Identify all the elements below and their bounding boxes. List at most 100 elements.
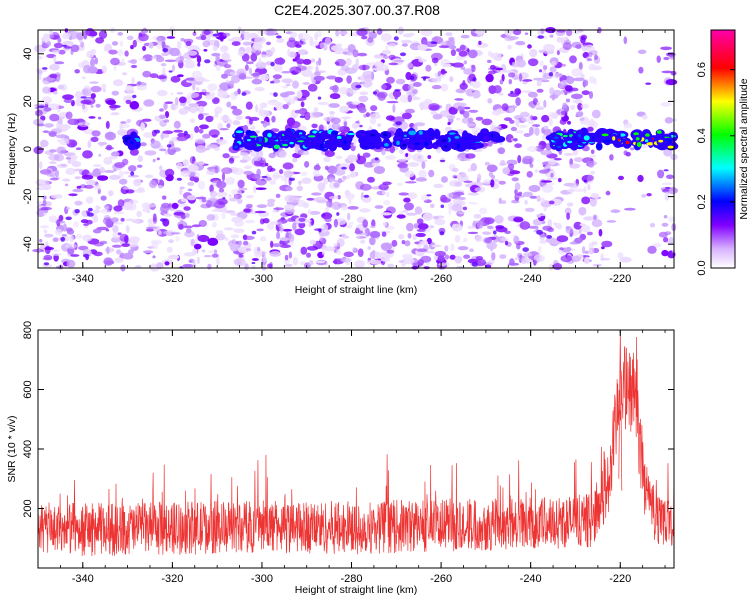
x-tick-label: -320 [161,573,183,585]
spectrogram-cell [135,265,142,269]
spectrogram-cell [398,192,409,196]
spectrogram-cell [661,222,669,227]
spectrogram-cell [163,102,168,110]
ridge-cell-core [612,136,616,141]
spectrogram-cell [440,194,448,203]
spectrogram-cell [184,62,196,69]
spectrogram-cell [159,165,163,171]
spectrogram-cell [244,219,256,224]
spectrogram-cell [92,168,102,178]
spectrogram-cell [359,208,371,213]
spectrogram-cell [186,195,197,201]
spectrogram-cell [280,244,291,248]
y-tick-label: 0 [22,146,34,152]
spectrogram-cell [152,225,161,232]
spectrogram-cell [468,109,479,113]
spectrogram-cell [187,188,193,192]
spectrogram-cell [210,168,216,172]
spectrogram-cell [50,253,62,256]
spectrogram-cell [356,234,361,238]
y-tick-label: 20 [22,95,34,107]
spectrogram-cell [426,194,432,197]
spectrogram-cell [78,62,85,68]
spectrogram-cell [522,247,529,253]
spectrogram-cell [55,169,59,178]
spectrogram-cell [594,193,600,201]
spectrogram-cell [498,197,502,204]
spectrogram-cell [514,189,518,195]
spectrogram-cell [670,56,675,60]
spectrogram-cell [565,98,571,103]
spectrogram-cell [468,49,478,59]
spectrogram-cell [300,101,305,108]
spectrogram-cell [586,231,593,236]
spectrogram-cell [511,177,519,182]
spectrogram-cell [393,59,405,63]
spectrogram-cell [579,117,585,121]
spectrogram-cell [367,176,375,183]
spectrogram-cell [245,61,254,65]
spectrogram-cell [324,150,335,158]
spectrogram-cell [374,205,384,209]
ridge-cell-core [413,142,421,145]
spectrogram-cell [401,43,408,47]
chart-title: C2E4.2025.307.00.37.R08 [274,2,440,18]
ridge-cell-core [468,141,472,147]
spectrogram-cell [507,262,520,266]
spectrogram-cell [267,263,273,269]
spectrogram-cell [451,167,459,173]
spectrogram-cell [488,70,496,75]
spectrogram-cell [198,128,204,134]
ridge-cell-core [636,141,642,148]
spectrogram-cell [274,102,285,111]
ridge-cell-core [418,130,423,135]
spectrogram-cell [299,32,310,41]
spectrogram-cell [401,240,406,245]
spectrogram-cell [584,174,594,182]
spectrogram-cell [517,124,528,128]
spectrogram-cell [221,167,233,175]
spectrogram-cell [61,234,68,237]
spectrogram-cell [560,110,567,116]
spectrogram-cell [222,153,230,159]
spectrogram-cell [216,256,220,266]
spectrogram-cell [82,234,93,242]
spectrogram-cell [428,169,435,178]
spectrogram-cell [372,249,376,259]
spectrogram-cell [187,164,199,173]
spectrogram-cell [536,88,544,93]
spectrogram-cell [388,54,396,61]
spectrogram-cell [520,111,530,118]
spectrogram-cell [103,257,114,266]
spectrogram-cell [404,170,415,178]
spectrogram-cell [110,57,120,66]
spectrogram-cell [65,243,77,249]
spectrogram-cell [39,225,50,229]
spectrogram-cell [276,35,282,39]
spectrogram-cell [125,99,132,105]
spectrogram-cell [74,200,83,206]
spectrogram-cell [333,179,345,183]
spectrogram-cell [587,183,591,191]
spectrogram-cell [245,64,249,71]
spectrogram-cell [40,139,49,148]
spectrogram-cell [138,57,147,61]
spectrogram-cell [162,48,169,53]
spectrogram-cell [233,155,240,159]
spectrogram-cell [116,249,122,255]
spectrogram-cell [434,218,446,226]
spectrogram-cell [497,125,502,128]
spectrogram-cell [399,211,403,215]
spectrogram-cell [532,116,538,121]
spectrogram-cell [380,242,393,250]
spectrogram-cell [251,262,256,264]
spectrogram-cell [90,105,94,108]
spectrogram-panel: -340 -320 -300 -280 -260 -240 -220 40 20 0 -20 -40 [22,26,679,285]
spectrogram-cell [578,228,582,235]
spectrogram-cell [213,147,221,151]
spectrogram-cell [432,113,443,120]
spectrogram-cell [48,131,57,137]
spectrogram-cell [521,256,527,265]
spectrogram-cell [365,38,375,46]
spectrogram-cell [448,38,455,48]
